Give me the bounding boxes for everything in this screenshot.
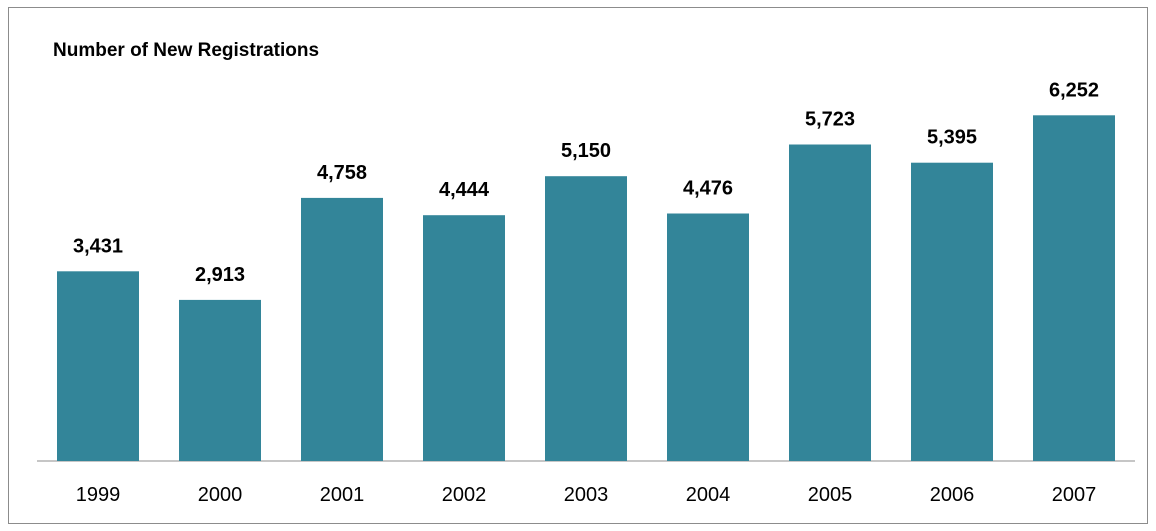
data-label-2005: 5,723 (805, 109, 855, 131)
data-label-2003: 5,150 (561, 140, 611, 162)
x-tick-label-2005: 2005 (808, 484, 853, 506)
data-label-2001: 4,758 (317, 162, 367, 184)
bars-group (57, 115, 1115, 462)
bar-2004 (667, 213, 749, 461)
bar-2001 (301, 197, 383, 461)
bar-2000 (179, 299, 261, 461)
data-label-2004: 4,476 (683, 178, 733, 200)
data-label-2006: 5,395 (927, 127, 977, 149)
data-label-2000: 2,913 (195, 264, 245, 286)
x-tick-label-2002: 2002 (442, 484, 487, 506)
data-label-2007: 6,252 (1049, 79, 1099, 101)
x-tick-label-2001: 2001 (320, 484, 365, 506)
x-tick-label-2007: 2007 (1052, 484, 1097, 506)
data-label-2002: 4,444 (439, 179, 490, 201)
data-labels-group: 3,431 2,913 4,758 4,444 5,150 4,476 5,723 5,395… (73, 79, 1099, 286)
bar-2007 (1033, 115, 1115, 462)
x-tick-labels-group: 1999 2000 2001 2002 2003 2004 2005 2006 2007 (76, 484, 1097, 506)
bar-2006 (911, 162, 993, 461)
bar-1999 (57, 271, 139, 461)
bar-2002 (423, 215, 505, 461)
x-tick-label-1999: 1999 (76, 484, 121, 506)
x-tick-label-2006: 2006 (930, 484, 975, 506)
data-label-1999: 3,431 (73, 235, 123, 257)
x-tick-label-2003: 2003 (564, 484, 609, 506)
chart-title: Number of New Registrations (53, 40, 320, 61)
bar-2003 (545, 176, 627, 461)
x-tick-label-2004: 2004 (686, 484, 731, 506)
bar-2005 (789, 144, 871, 461)
x-tick-label-2000: 2000 (198, 484, 243, 506)
